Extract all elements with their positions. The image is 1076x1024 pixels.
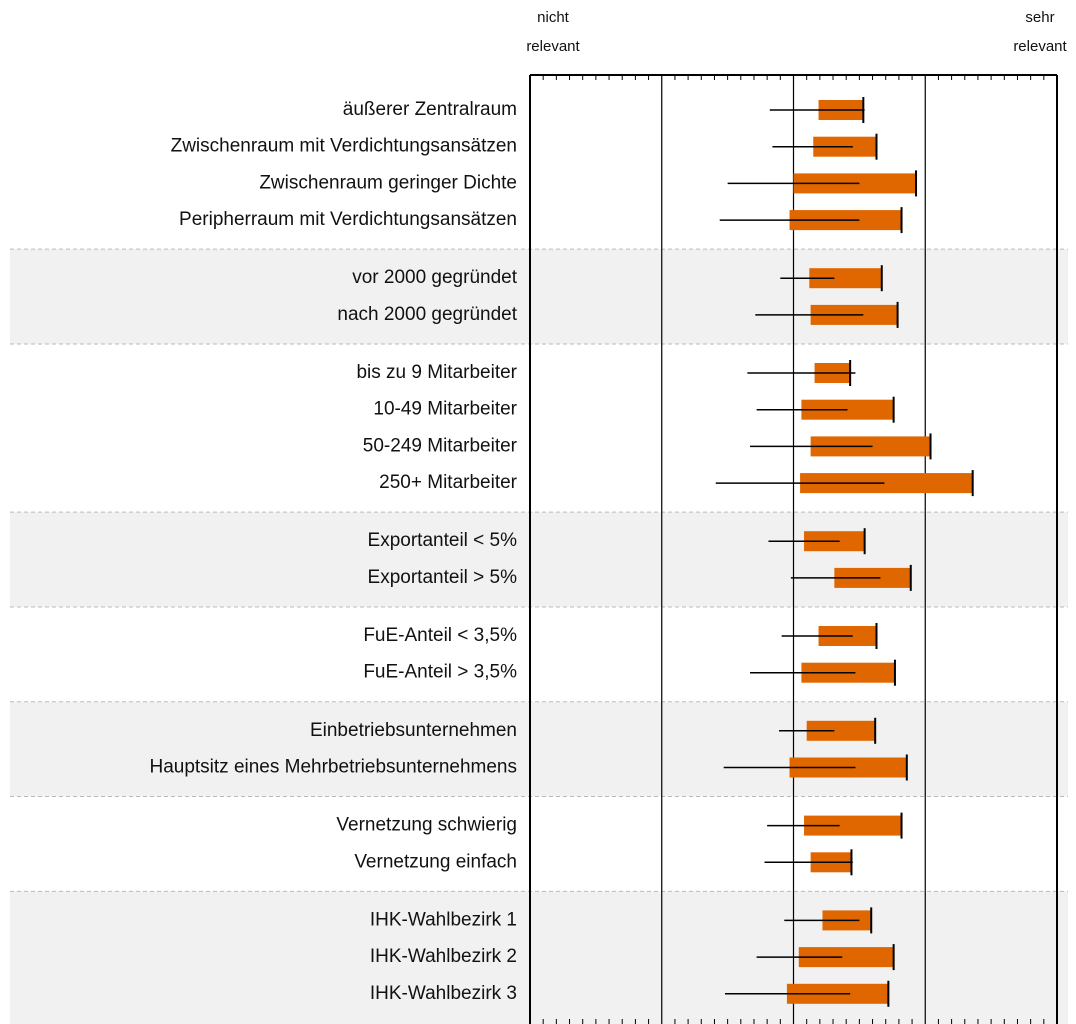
category-label: IHK-Wahlbezirk 3	[370, 983, 517, 1004]
category-label: Vernetzung einfach	[354, 851, 517, 872]
category-label: 10-49 Mitarbeiter	[373, 399, 517, 420]
axis-label-left: relevant	[526, 38, 580, 55]
axis-label-right: relevant	[1013, 38, 1067, 55]
group-background	[10, 891, 1068, 1024]
axis-label-right: sehr	[1025, 9, 1054, 26]
category-label: IHK-Wahlbezirk 2	[370, 946, 517, 967]
category-label: Exportanteil > 5%	[368, 567, 518, 588]
category-label: Hauptsitz eines Mehrbetriebsunternehmens	[149, 757, 517, 778]
category-label: Exportanteil < 5%	[368, 530, 518, 551]
category-label: vor 2000 gegründet	[352, 267, 518, 288]
group-background	[10, 249, 1068, 344]
category-label: äußerer Zentralraum	[343, 99, 517, 120]
group-background	[10, 512, 1068, 607]
bar	[809, 268, 882, 289]
group-background	[10, 701, 1068, 797]
category-label: Einbetriebsunternehmen	[310, 720, 517, 741]
bar	[806, 720, 876, 741]
category-label: bis zu 9 Mitarbeiter	[356, 362, 517, 383]
bar	[798, 947, 894, 968]
category-label: FuE-Anteil < 3,5%	[363, 625, 517, 646]
category-label: IHK-Wahlbezirk 1	[370, 909, 517, 930]
category-label: 250+ Mitarbeiter	[379, 472, 517, 493]
category-label: Peripherraum mit Verdichtungsansätzen	[179, 209, 517, 230]
category-label: nach 2000 gegründet	[337, 304, 517, 325]
category-label: Zwischenraum geringer Dichte	[259, 172, 517, 193]
group-backgrounds	[10, 248, 1068, 1024]
axis-label-left: nicht	[537, 9, 570, 26]
bar	[804, 815, 902, 836]
category-label: Vernetzung schwierig	[336, 815, 517, 836]
category-label: Zwischenraum mit Verdichtungsansätzen	[171, 136, 517, 157]
category-label: FuE-Anteil > 3,5%	[363, 662, 517, 683]
bar	[800, 473, 973, 494]
category-label: 50-249 Mitarbeiter	[363, 435, 518, 456]
